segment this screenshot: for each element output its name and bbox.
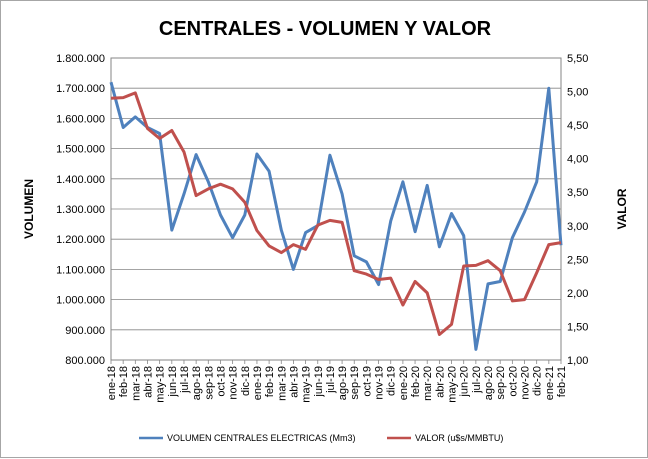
x-tick-label: sep-18 — [203, 366, 215, 400]
x-tick-label: jul-18 — [179, 366, 191, 394]
x-tick-label: jul-20 — [471, 366, 483, 394]
right-tick-label: 5,00 — [567, 87, 588, 99]
right-axis-tick-labels: 1,00 1,50 2,00 2,50 3,00 3,50 4,00 4,50 5,00 5,50 — [567, 53, 588, 367]
legend-label-valor: VALOR (u$s/MMBTU) — [415, 433, 503, 443]
x-tick-label: abr-20 — [434, 366, 446, 398]
left-tick-label: 1.500.000 — [56, 144, 105, 156]
left-tick-label: 1.400.000 — [56, 174, 105, 186]
x-tick-label: ene-21 — [544, 366, 556, 400]
x-tick-label: ago-19 — [337, 366, 349, 400]
chart-title: CENTRALES - VOLUMEN Y VALOR — [159, 18, 492, 40]
x-tick-label: dic-20 — [532, 366, 544, 396]
x-tick-label: sep-20 — [495, 366, 507, 400]
y-axis-title: VOLUMEN — [22, 179, 36, 239]
x-tick-label: oct-20 — [507, 366, 519, 397]
x-tick-label: abr-19 — [288, 366, 300, 398]
right-tick-label: 1,50 — [567, 321, 588, 333]
x-tick-label: jun-19 — [313, 366, 325, 398]
right-tick-label: 4,00 — [567, 154, 588, 166]
series-lines — [109, 81, 563, 351]
x-axis-tick-labels: ene-18 feb-18 mar-18 abr-18 may-18 jun-18 jul-… — [106, 360, 568, 403]
right-tick-label: 5,50 — [567, 53, 588, 65]
x-tick-label: oct-18 — [215, 366, 227, 397]
series-line-volumen — [109, 81, 563, 351]
x-tick-label: mar-20 — [422, 366, 434, 401]
right-tick-label: 2,50 — [567, 254, 588, 266]
x-tick-label: nov-20 — [520, 366, 532, 400]
left-tick-label: 1.000.000 — [56, 295, 105, 307]
x-tick-label: jun-20 — [459, 366, 471, 398]
left-tick-label: 1.200.000 — [56, 234, 105, 246]
x-tick-label: abr-18 — [142, 366, 154, 398]
left-tick-label: 1.800.000 — [56, 53, 105, 65]
y2-axis-title: VALOR — [615, 188, 629, 229]
x-tick-label: ene-18 — [106, 366, 118, 400]
x-tick-label: mar-18 — [130, 366, 142, 401]
x-tick-label: may-19 — [301, 366, 313, 403]
x-tick-label: feb-20 — [410, 366, 422, 397]
x-tick-label: dic-19 — [386, 366, 398, 396]
right-tick-label: 3,50 — [567, 187, 588, 199]
right-tick-label: 4,50 — [567, 120, 588, 132]
plot-border — [110, 57, 562, 361]
x-tick-label: ago-20 — [483, 366, 495, 400]
x-tick-label: ene-19 — [252, 366, 264, 400]
series-line-valor — [110, 91, 562, 336]
left-tick-label: 1.600.000 — [56, 113, 105, 125]
x-tick-label: may-20 — [447, 366, 459, 403]
left-tick-label: 900.000 — [65, 325, 105, 337]
x-tick-label: feb-18 — [118, 366, 130, 397]
x-tick-label: ago-18 — [191, 366, 203, 400]
right-tick-label: 3,00 — [567, 221, 588, 233]
left-tick-label: 1.700.000 — [56, 83, 105, 95]
right-tick-label: 1,00 — [567, 355, 588, 367]
left-tick-label: 1.100.000 — [56, 264, 105, 276]
x-tick-label: jun-18 — [167, 366, 179, 398]
x-tick-label: feb-21 — [556, 366, 568, 397]
x-tick-label: nov-18 — [228, 366, 240, 400]
left-axis-tick-labels: 800.000 900.000 1.000.000 1.100.000 1.200.00… — [56, 53, 105, 367]
x-tick-label: dic-18 — [240, 366, 252, 396]
x-tick-label: may-18 — [155, 366, 167, 403]
left-tick-label: 1.300.000 — [56, 204, 105, 216]
x-tick-label: ene-20 — [398, 366, 410, 400]
x-tick-label: oct-19 — [361, 366, 373, 397]
legend-label-volumen: VOLUMEN CENTRALES ELECTRICAS (Mm3) — [167, 433, 356, 443]
x-tick-label: feb-19 — [264, 366, 276, 397]
x-tick-label: sep-19 — [349, 366, 361, 400]
legend: VOLUMEN CENTRALES ELECTRICAS (Mm3) VALOR… — [139, 433, 503, 443]
left-tick-label: 800.000 — [65, 355, 105, 367]
right-tick-label: 2,00 — [567, 288, 588, 300]
x-tick-label: jul-19 — [325, 366, 337, 394]
x-tick-label: mar-19 — [276, 366, 288, 401]
x-tick-label: nov-19 — [374, 366, 386, 400]
